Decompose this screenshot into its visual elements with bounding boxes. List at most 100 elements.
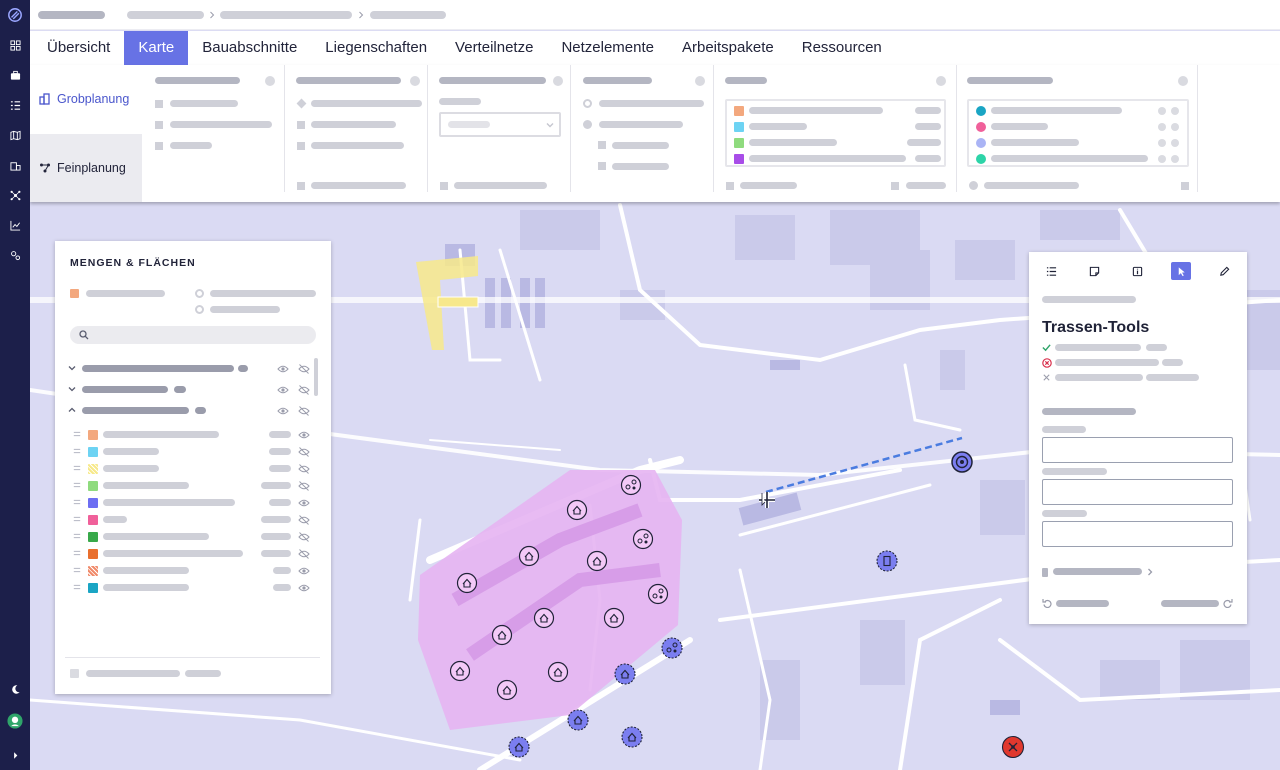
layer-row[interactable] [55,579,317,596]
cluster-marker[interactable] [620,474,642,496]
checkbox-icon[interactable] [598,162,606,170]
tab-liegenschaften[interactable]: Liegenschaften [325,39,428,56]
pointer-tool-button[interactable] [1171,262,1191,280]
connection-marker[interactable] [567,709,589,731]
add-icon[interactable] [891,182,899,190]
tab-karte[interactable]: Karte [124,31,189,65]
undo-icon[interactable] [1042,598,1052,608]
eye-icon[interactable] [277,384,289,396]
eye-icon[interactable] [298,497,310,509]
dark-mode-icon[interactable] [0,678,30,700]
layer-row[interactable] [55,528,317,545]
distribution-box-marker[interactable] [876,550,898,572]
network-icon[interactable] [0,184,30,206]
grid-icon[interactable] [155,142,163,150]
add-icon[interactable] [297,142,305,150]
eye-icon[interactable] [298,429,310,441]
drag-handle-icon[interactable] [72,566,82,574]
expand-sidebar-icon[interactable] [0,744,30,766]
tab-ressourcen[interactable]: Ressourcen [801,39,882,56]
layer-row[interactable] [55,443,317,460]
info-icon[interactable] [1178,76,1188,86]
info-icon[interactable] [936,76,946,86]
briefcase-icon[interactable] [0,64,30,86]
list-icon[interactable] [297,182,305,190]
checkbox-checked[interactable] [70,289,79,298]
house-marker[interactable] [456,572,478,594]
eye-off-icon[interactable] [298,363,310,375]
eye-off-icon[interactable] [298,446,310,458]
house-marker[interactable] [547,661,569,683]
info-tool-button[interactable] [1127,262,1147,280]
drag-handle-icon[interactable] [72,430,82,438]
buildings-icon[interactable] [0,154,30,176]
layer-row[interactable] [55,494,317,511]
tab-arbeitspakete[interactable]: Arbeitspakete [682,39,774,56]
connection-marker[interactable] [621,726,643,748]
house-marker[interactable] [491,624,513,646]
scrollbar-thumb[interactable] [314,358,318,396]
checkbox-icon[interactable] [598,141,606,149]
text-field[interactable] [1042,437,1233,463]
layer-group-row[interactable] [55,381,317,398]
radio-button[interactable] [583,99,592,108]
advanced-options-toggle[interactable] [1042,566,1162,578]
search-input[interactable] [70,326,316,344]
list-icon[interactable] [726,182,734,190]
checkbox[interactable] [70,669,79,678]
mode-grobplanung[interactable]: Grobplanung [30,65,142,133]
layer-group-row-expanded[interactable] [55,402,317,419]
eye-icon[interactable] [277,405,289,417]
cluster-marker[interactable] [632,528,654,550]
breadcrumb-item[interactable] [127,11,204,19]
drag-handle-icon[interactable] [72,549,82,557]
connection-marker[interactable] [614,663,636,685]
cluster-marker[interactable] [647,583,669,605]
breadcrumb-root[interactable] [38,11,105,19]
eye-off-icon[interactable] [298,384,310,396]
drag-handle-icon[interactable] [72,515,82,523]
tab-bauabschnitte[interactable]: Bauabschnitte [202,39,298,56]
dashboard-icon[interactable] [0,34,30,56]
layer-row[interactable] [55,426,317,443]
tab-verteilnetze[interactable]: Verteilnetze [455,39,534,56]
map-icon[interactable] [0,124,30,146]
layer-row[interactable] [55,562,317,579]
info-icon[interactable] [695,76,705,86]
text-field[interactable] [1042,521,1233,547]
breadcrumb-item[interactable] [220,11,352,19]
house-marker[interactable] [449,660,471,682]
eye-off-icon[interactable] [298,531,310,543]
app-logo[interactable] [0,4,30,26]
drag-handle-icon[interactable] [72,447,82,455]
chart-icon[interactable] [0,214,30,236]
house-marker[interactable] [518,545,540,567]
layer-row[interactable] [55,460,317,477]
house-marker[interactable] [533,607,555,629]
eye-icon[interactable] [298,582,310,594]
error-marker[interactable] [1001,735,1025,759]
layer-row[interactable] [55,511,317,528]
house-marker[interactable] [586,550,608,572]
info-icon[interactable] [410,76,420,86]
note-tool-button[interactable] [1084,262,1104,280]
eye-off-icon[interactable] [298,548,310,560]
radio-button[interactable] [195,305,204,314]
house-marker[interactable] [496,679,518,701]
radio-button[interactable] [195,289,204,298]
checkbox-icon[interactable] [155,121,163,129]
chevron-down-icon[interactable] [68,385,76,393]
eye-off-icon[interactable] [298,514,310,526]
add-icon[interactable] [155,100,163,108]
layer-row[interactable] [55,477,317,494]
chevron-up-icon[interactable] [68,406,76,414]
eye-off-icon[interactable] [298,480,310,492]
connection-cluster-marker[interactable] [661,637,683,659]
user-avatar[interactable] [0,710,30,732]
eye-icon[interactable] [277,363,289,375]
drag-handle-icon[interactable] [72,464,82,472]
house-marker[interactable] [566,499,588,521]
house-marker[interactable] [603,607,625,629]
settings-icon[interactable] [0,244,30,266]
text-field[interactable] [1042,479,1233,505]
